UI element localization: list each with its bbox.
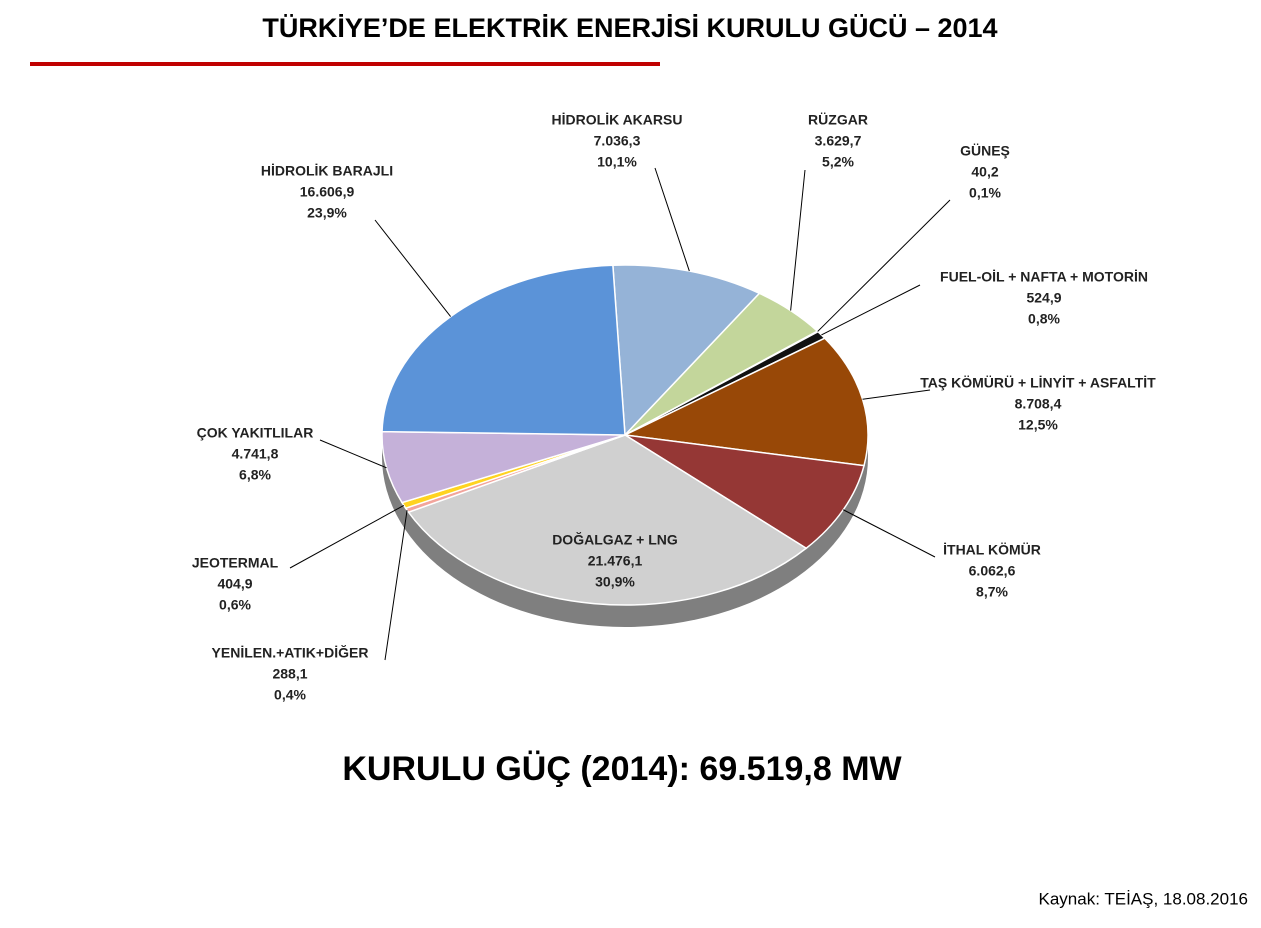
slice-name: GÜNEŞ xyxy=(960,143,1010,159)
slice-percent: 30,9% xyxy=(595,574,635,590)
slice-name: RÜZGAR xyxy=(808,112,868,128)
slice-name: YENİLEN.+ATIK+DİĞER xyxy=(212,644,369,661)
leader-line xyxy=(821,284,921,336)
slice-value: 40,2 xyxy=(971,164,998,180)
slice-name: HİDROLİK BARAJLI xyxy=(261,163,393,179)
slice-percent: 5,2% xyxy=(822,154,854,170)
source: Kaynak: TEİAŞ, 18.08.2016 xyxy=(1039,889,1249,908)
slice-value: 16.606,9 xyxy=(300,184,355,200)
leader-line xyxy=(843,509,936,558)
slice-percent: 6,8% xyxy=(239,467,271,483)
chart-title: TÜRKİYE’DE ELEKTRİK ENERJİSİ KURULU GÜCÜ… xyxy=(262,13,997,43)
slice-value: 7.036,3 xyxy=(594,133,641,149)
total-label: KURULU GÜÇ (2014): 69.519,8 MW xyxy=(342,750,902,788)
slice-percent: 0,1% xyxy=(969,185,1001,201)
pie-slice xyxy=(381,430,626,504)
slice-value: 524,9 xyxy=(1026,290,1061,306)
slice-name: İTHAL KÖMÜR xyxy=(943,542,1041,558)
leader-line xyxy=(817,199,951,332)
leader-line xyxy=(862,389,931,400)
slice-value: 3.629,7 xyxy=(815,133,862,149)
slice-name: JEOTERMAL xyxy=(192,555,279,571)
slice-value: 404,9 xyxy=(217,576,252,592)
leader-line xyxy=(374,219,451,317)
leader-line xyxy=(319,439,387,469)
slice-percent: 10,1% xyxy=(597,154,637,170)
slice-value: 6.062,6 xyxy=(969,563,1016,579)
slice-percent: 8,7% xyxy=(976,584,1008,600)
slice-value: 4.741,8 xyxy=(232,446,279,462)
slice-percent: 12,5% xyxy=(1018,417,1058,433)
slice-percent: 0,6% xyxy=(219,597,251,613)
slice-name: ÇOK YAKITLILAR xyxy=(197,425,314,441)
slice-percent: 0,4% xyxy=(274,687,306,703)
slice-name: DOĞALGAZ + LNG xyxy=(552,531,678,548)
leader-line xyxy=(384,510,408,661)
slice-name: FUEL-OİL + NAFTA + MOTORİN xyxy=(940,269,1148,285)
slice-percent: 23,9% xyxy=(307,205,347,221)
leader-line xyxy=(654,167,690,272)
slice-percent: 0,8% xyxy=(1028,311,1060,327)
leader-line xyxy=(289,504,405,569)
leader-line xyxy=(790,169,806,311)
pie-slice xyxy=(381,264,626,436)
pie-slice xyxy=(624,434,865,550)
pie-slice xyxy=(622,337,869,467)
slice-value: 288,1 xyxy=(272,666,307,682)
slice-value: 8.708,4 xyxy=(1015,396,1062,412)
slice-name: HİDROLİK AKARSU xyxy=(552,112,683,128)
slice-value: 21.476,1 xyxy=(588,553,643,569)
slice-name: TAŞ KÖMÜRÜ + LİNYİT + ASFALTİT xyxy=(920,375,1156,391)
